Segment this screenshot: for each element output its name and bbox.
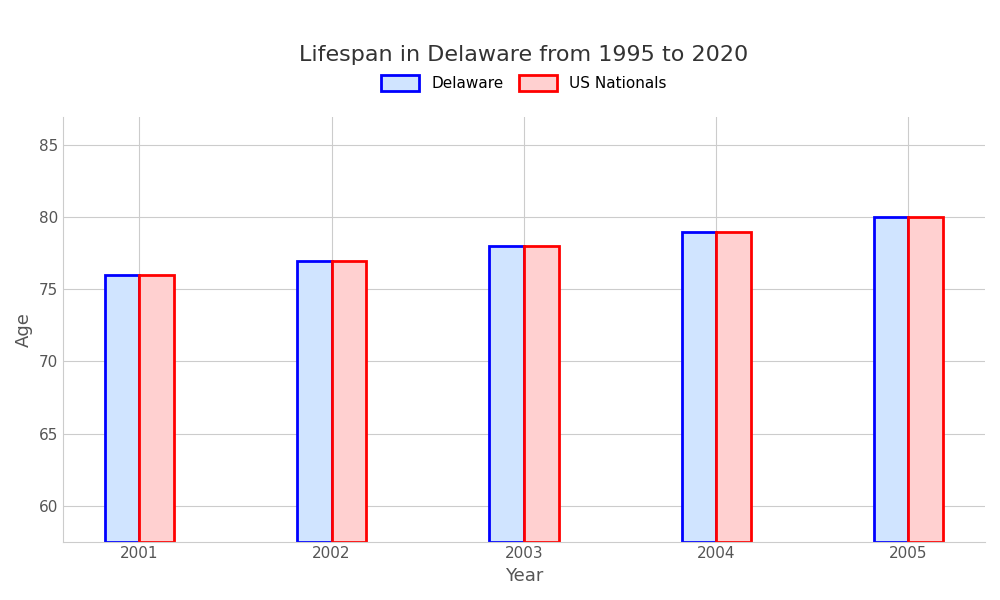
Y-axis label: Age: Age bbox=[15, 311, 33, 347]
Bar bbox=[332, 260, 366, 542]
Bar bbox=[297, 260, 332, 542]
Bar bbox=[716, 232, 751, 542]
Bar bbox=[524, 246, 559, 542]
Bar bbox=[105, 275, 139, 542]
Bar bbox=[908, 217, 943, 542]
Bar bbox=[489, 246, 524, 542]
Legend: Delaware, US Nationals: Delaware, US Nationals bbox=[375, 69, 673, 97]
X-axis label: Year: Year bbox=[505, 567, 543, 585]
Bar bbox=[682, 232, 716, 542]
Title: Lifespan in Delaware from 1995 to 2020: Lifespan in Delaware from 1995 to 2020 bbox=[299, 45, 749, 65]
Bar bbox=[874, 217, 908, 542]
Bar bbox=[139, 275, 174, 542]
